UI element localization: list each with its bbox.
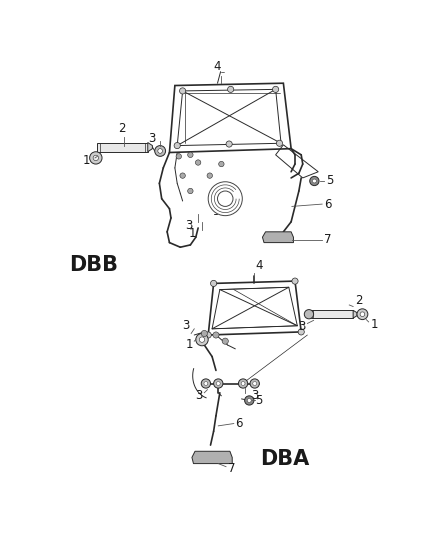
Text: 1: 1 — [370, 319, 378, 332]
Text: 6: 6 — [324, 198, 331, 211]
Text: 2: 2 — [118, 122, 126, 135]
Text: 3: 3 — [195, 389, 203, 402]
Circle shape — [219, 161, 224, 167]
Text: 3: 3 — [298, 320, 306, 333]
Polygon shape — [262, 232, 293, 243]
Text: 3: 3 — [185, 219, 193, 232]
Circle shape — [90, 152, 102, 164]
Text: 6: 6 — [235, 417, 243, 430]
Circle shape — [187, 152, 193, 158]
Circle shape — [205, 332, 211, 338]
Circle shape — [180, 173, 185, 179]
Text: 3: 3 — [251, 389, 258, 402]
Text: 7: 7 — [228, 462, 235, 475]
Circle shape — [187, 188, 193, 193]
Circle shape — [222, 338, 228, 344]
Circle shape — [357, 309, 368, 320]
Circle shape — [174, 142, 180, 149]
Polygon shape — [97, 142, 148, 152]
Circle shape — [228, 86, 234, 92]
Text: 7: 7 — [324, 233, 331, 246]
Circle shape — [213, 332, 219, 338]
Polygon shape — [192, 451, 232, 464]
Circle shape — [201, 379, 211, 388]
Circle shape — [310, 176, 319, 185]
Circle shape — [155, 146, 166, 156]
Circle shape — [253, 382, 257, 385]
Circle shape — [241, 382, 245, 385]
Text: 3: 3 — [148, 132, 155, 145]
Circle shape — [245, 396, 254, 405]
Circle shape — [207, 173, 212, 179]
Text: 2: 2 — [355, 294, 362, 307]
Circle shape — [180, 88, 186, 94]
Circle shape — [247, 399, 251, 402]
Circle shape — [199, 337, 205, 342]
Circle shape — [201, 330, 208, 336]
Circle shape — [211, 280, 217, 287]
Circle shape — [298, 329, 304, 335]
Circle shape — [214, 379, 223, 388]
Circle shape — [176, 154, 181, 159]
Circle shape — [216, 382, 220, 385]
Circle shape — [360, 312, 365, 317]
Text: 1: 1 — [83, 154, 90, 167]
Text: DBA: DBA — [260, 449, 309, 469]
Polygon shape — [311, 310, 353, 318]
Circle shape — [312, 179, 316, 183]
Text: 5: 5 — [326, 174, 333, 188]
Text: 4: 4 — [255, 259, 263, 272]
Polygon shape — [353, 310, 357, 318]
Circle shape — [238, 379, 248, 388]
Circle shape — [304, 310, 314, 319]
Circle shape — [250, 379, 259, 388]
Circle shape — [196, 334, 208, 346]
Text: 1: 1 — [185, 338, 193, 351]
Circle shape — [93, 155, 99, 160]
Circle shape — [276, 140, 283, 147]
Polygon shape — [148, 142, 152, 152]
Text: 1: 1 — [189, 227, 197, 240]
Circle shape — [292, 278, 298, 284]
Circle shape — [204, 382, 208, 385]
Circle shape — [272, 86, 279, 92]
Text: 3: 3 — [182, 319, 190, 332]
Text: DBB: DBB — [69, 255, 118, 275]
Circle shape — [195, 160, 201, 165]
Circle shape — [226, 141, 232, 147]
Circle shape — [158, 149, 162, 154]
Text: 5: 5 — [255, 394, 263, 407]
Text: 4: 4 — [214, 60, 221, 73]
